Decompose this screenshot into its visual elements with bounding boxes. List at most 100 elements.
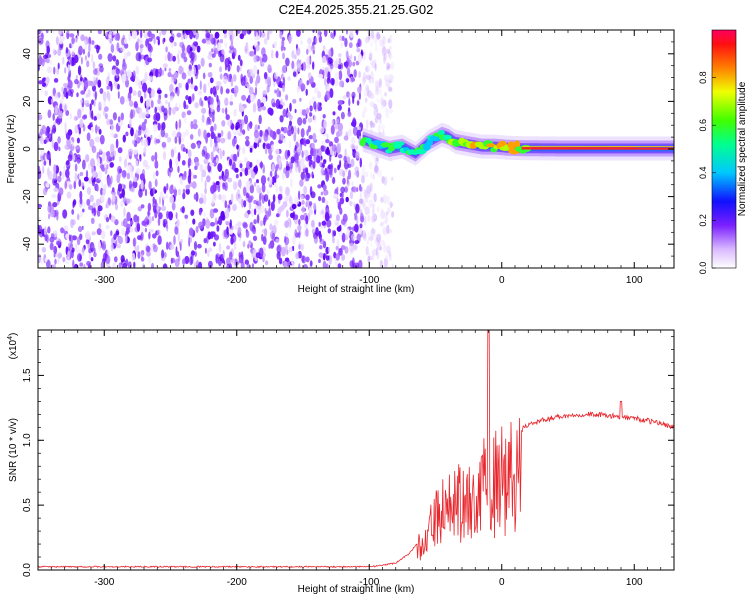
noise-speck bbox=[387, 195, 391, 206]
noise-speck bbox=[113, 151, 117, 157]
noise-speck bbox=[244, 156, 248, 163]
noise-speck bbox=[51, 193, 57, 199]
noise-speck bbox=[240, 261, 245, 268]
noise-speck bbox=[376, 31, 380, 41]
noise-speck bbox=[150, 134, 153, 140]
noise-speck bbox=[255, 252, 261, 259]
noise-speck bbox=[198, 90, 203, 96]
noise-speck bbox=[380, 97, 384, 106]
noise-speck bbox=[190, 51, 195, 61]
noise-speck bbox=[329, 169, 333, 176]
noise-speck bbox=[225, 114, 230, 121]
noise-speck bbox=[336, 144, 341, 154]
noise-speck bbox=[266, 84, 270, 93]
noise-speck bbox=[110, 215, 116, 223]
noise-speck bbox=[242, 147, 246, 155]
noise-speck bbox=[215, 157, 219, 164]
noise-speck bbox=[344, 61, 349, 68]
noise-speck bbox=[87, 51, 91, 58]
noise-speck bbox=[376, 206, 380, 213]
noise-speck bbox=[92, 61, 96, 70]
noise-speck bbox=[225, 107, 228, 116]
noise-speck bbox=[51, 98, 54, 104]
noise-speck bbox=[61, 86, 64, 92]
noise-speck bbox=[47, 66, 52, 74]
noise-speck bbox=[277, 193, 283, 201]
snr-xtick-label: -200 bbox=[227, 577, 247, 588]
noise-speck bbox=[134, 245, 137, 250]
noise-speck bbox=[141, 121, 146, 131]
noise-speck bbox=[356, 100, 360, 106]
noise-speck bbox=[313, 202, 317, 211]
noise-speck bbox=[348, 42, 353, 49]
noise-speck bbox=[244, 167, 249, 176]
noise-speck bbox=[283, 261, 288, 268]
noise-speck bbox=[210, 107, 215, 113]
noise-speck bbox=[95, 124, 98, 134]
noise-speck bbox=[363, 215, 367, 223]
noise-speck bbox=[238, 252, 242, 258]
noise-speck bbox=[185, 95, 189, 101]
noise-speck bbox=[359, 157, 362, 168]
noise-speck bbox=[216, 137, 221, 143]
noise-speck bbox=[53, 253, 56, 258]
noise-speck bbox=[193, 119, 198, 125]
noise-speck bbox=[253, 199, 257, 205]
noise-speck bbox=[380, 208, 384, 214]
noise-speck bbox=[99, 88, 104, 94]
noise-speck bbox=[337, 100, 343, 106]
noise-speck bbox=[68, 234, 71, 242]
noise-speck bbox=[96, 112, 101, 120]
noise-speck bbox=[318, 258, 321, 264]
noise-speck bbox=[132, 70, 136, 80]
noise-speck bbox=[81, 182, 85, 189]
noise-speck bbox=[305, 228, 309, 237]
noise-speck bbox=[108, 31, 113, 39]
noise-speck bbox=[359, 198, 364, 204]
noise-speck bbox=[311, 171, 314, 179]
noise-speck bbox=[276, 88, 280, 98]
noise-speck bbox=[88, 43, 91, 53]
noise-speck bbox=[145, 216, 149, 223]
noise-speck bbox=[197, 243, 202, 249]
noise-speck bbox=[268, 199, 271, 207]
noise-speck bbox=[298, 164, 301, 174]
noise-speck bbox=[350, 158, 355, 168]
noise-speck bbox=[189, 134, 194, 140]
noise-speck bbox=[177, 188, 182, 196]
noise-speck bbox=[330, 124, 335, 135]
noise-speck bbox=[74, 242, 78, 251]
noise-speck bbox=[187, 157, 192, 167]
noise-speck bbox=[302, 117, 307, 125]
noise-speck bbox=[129, 227, 134, 233]
noise-speck bbox=[289, 102, 292, 112]
noise-speck bbox=[224, 57, 230, 68]
noise-speck bbox=[342, 177, 346, 185]
noise-speck bbox=[354, 171, 357, 176]
noise-speck bbox=[308, 135, 314, 140]
noise-speck bbox=[46, 150, 51, 161]
noise-speck bbox=[325, 90, 331, 101]
noise-speck bbox=[239, 232, 242, 239]
noise-speck bbox=[354, 223, 359, 233]
noise-speck bbox=[229, 219, 232, 229]
noise-speck bbox=[91, 208, 95, 214]
noise-speck bbox=[322, 69, 325, 80]
noise-speck bbox=[194, 165, 198, 170]
noise-speck bbox=[157, 38, 160, 46]
noise-speck bbox=[152, 187, 156, 195]
noise-speck bbox=[102, 252, 107, 262]
noise-speck bbox=[91, 231, 96, 236]
noise-speck bbox=[391, 263, 394, 268]
noise-speck bbox=[98, 101, 102, 109]
noise-speck bbox=[367, 90, 373, 99]
noise-speck bbox=[139, 44, 144, 49]
noise-speck bbox=[52, 113, 55, 121]
noise-speck bbox=[152, 233, 157, 239]
noise-speck bbox=[344, 37, 348, 48]
noise-speck bbox=[112, 112, 117, 121]
noise-speck bbox=[164, 132, 169, 138]
colorbar-tick-label: 0.0 bbox=[698, 262, 708, 275]
noise-speck bbox=[106, 150, 111, 161]
